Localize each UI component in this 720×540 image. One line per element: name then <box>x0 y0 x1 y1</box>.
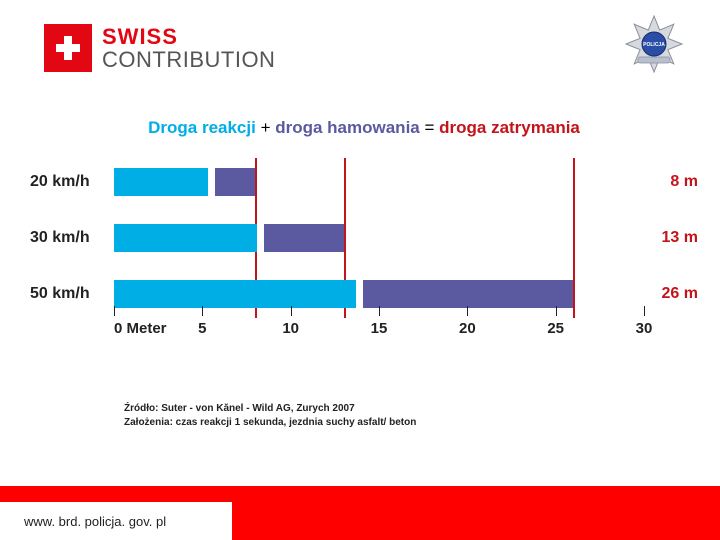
bar-braking <box>360 280 574 308</box>
police-badge-svg: POLICJA <box>622 14 686 78</box>
row-speed-label: 30 km/h <box>30 229 110 247</box>
x-tick: 30 <box>636 320 653 337</box>
source-line1: Źródło: Suter - von Kănel - Wild AG, Zur… <box>124 402 416 416</box>
x-tick-mark <box>379 306 380 316</box>
x-tick-mark <box>202 306 203 316</box>
title-braking: droga hamowania <box>275 118 420 137</box>
chart-row: 20 km/h 8 m <box>30 164 698 200</box>
swiss-contribution-logo: SWISS CONTRIBUTION <box>44 24 275 72</box>
bar-gap <box>356 280 363 308</box>
x-tick-mark <box>644 306 645 316</box>
title-total: droga zatrymania <box>439 118 580 137</box>
title-eq: = <box>420 118 439 137</box>
row-total-label: 13 m <box>650 229 698 247</box>
title-plus: + <box>256 118 275 137</box>
x-tick: 15 <box>371 320 388 337</box>
bar-braking <box>211 168 255 196</box>
chart-source: Źródło: Suter - von Kănel - Wild AG, Zur… <box>124 402 416 430</box>
bar-reaction <box>114 224 261 252</box>
title-reaction: Droga reakcji <box>148 118 256 137</box>
x-tick-mark <box>556 306 557 316</box>
row-plot <box>114 220 644 256</box>
x-tick: 10 <box>282 320 299 337</box>
footer-white-tab: www. brd. policja. gov. pl <box>0 502 232 540</box>
chart-x-axis: 0 Meter51015202530 <box>114 306 644 346</box>
bar-reaction <box>114 168 211 196</box>
footer-url: www. brd. policja. gov. pl <box>24 514 166 529</box>
chart-row: 30 km/h 13 m <box>30 220 698 256</box>
bar-gap <box>208 168 215 196</box>
x-tick: 20 <box>459 320 476 337</box>
swiss-logo-text: SWISS CONTRIBUTION <box>102 25 275 71</box>
x-tick: 5 <box>198 320 206 337</box>
slide-root: SWISS CONTRIBUTION POLICJA Droga reakcji… <box>0 0 720 540</box>
x-tick: 25 <box>547 320 564 337</box>
stopping-distance-chart: Droga reakcji + droga hamowania = droga … <box>30 118 698 418</box>
bar-gap <box>257 224 264 252</box>
swiss-logo-line2: CONTRIBUTION <box>102 48 275 71</box>
row-speed-label: 50 km/h <box>30 285 110 303</box>
chart-title: Droga reakcji + droga hamowania = droga … <box>30 118 698 138</box>
police-badge-icon: POLICJA <box>622 14 686 83</box>
swiss-flag-icon <box>44 24 92 72</box>
bar-braking <box>261 224 344 252</box>
x-tick-mark <box>291 306 292 316</box>
svg-text:POLICJA: POLICJA <box>643 42 665 48</box>
bar-reaction <box>114 280 360 308</box>
footer: www. brd. policja. gov. pl <box>0 486 720 540</box>
row-total-label: 8 m <box>650 173 698 191</box>
row-plot <box>114 164 644 200</box>
x-tick-mark <box>114 306 115 316</box>
swiss-logo-line1: SWISS <box>102 25 275 48</box>
row-total-label: 26 m <box>650 285 698 303</box>
x-tick: 0 Meter <box>114 320 167 337</box>
row-speed-label: 20 km/h <box>30 173 110 191</box>
source-line2: Założenia: czas reakcji 1 sekunda, jezdn… <box>124 416 416 430</box>
x-tick-mark <box>467 306 468 316</box>
